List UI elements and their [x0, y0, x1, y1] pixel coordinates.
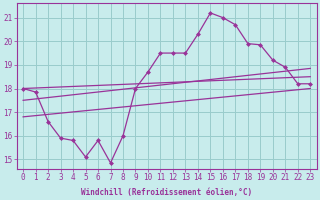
X-axis label: Windchill (Refroidissement éolien,°C): Windchill (Refroidissement éolien,°C) — [81, 188, 252, 197]
